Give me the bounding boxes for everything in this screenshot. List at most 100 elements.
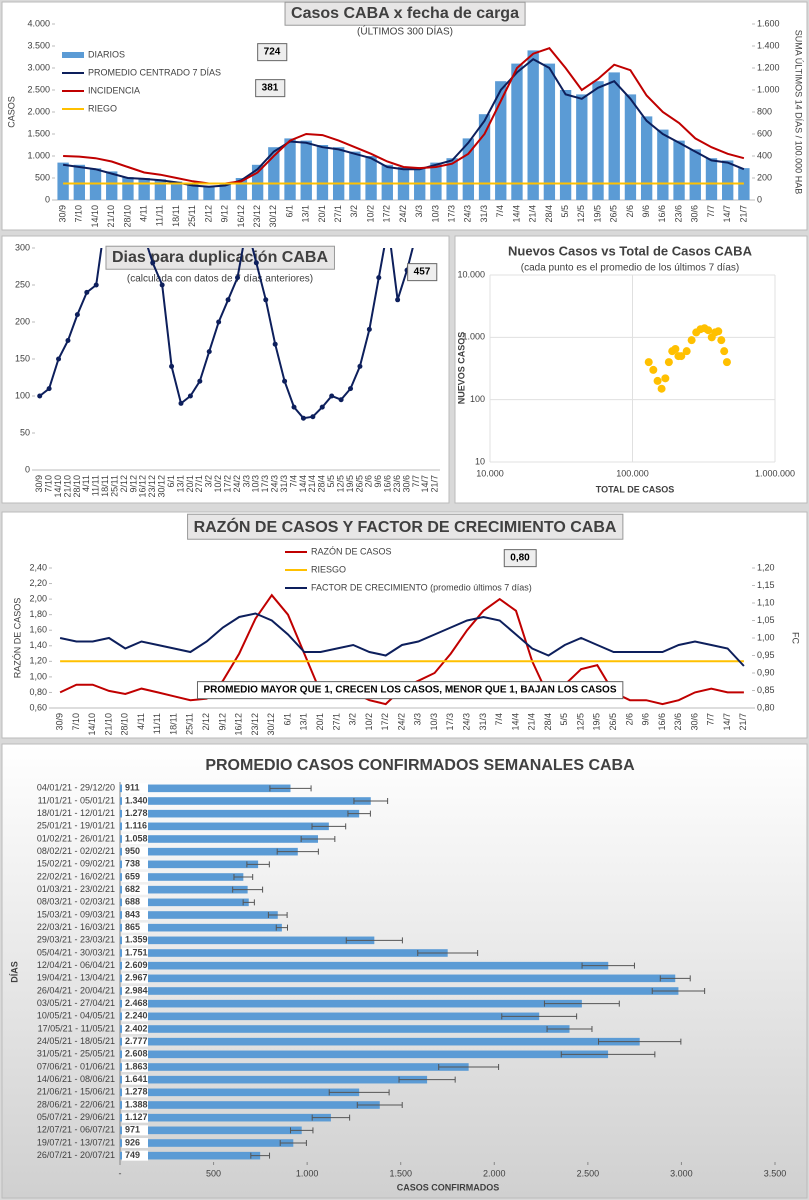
point (649, 365, 658, 374)
x-tick-label: 9/12 (128, 475, 138, 493)
label-box (503, 549, 537, 568)
bar (138, 178, 150, 200)
y2-tick-label: 0,90 (757, 667, 775, 677)
point (150, 260, 156, 266)
y-tick-label: 01/02/21 - 26/01/21 (37, 833, 115, 843)
y-tick-label: 1.500 (27, 128, 50, 138)
x-tick-label: 19/5 (592, 713, 602, 731)
x-tick-label: 5/5 (326, 475, 336, 488)
y2-tick-label: 800 (757, 106, 772, 116)
value-label: 911 (125, 783, 140, 793)
label-box (187, 513, 624, 540)
value-label-bg (122, 922, 148, 933)
value-label-bg (122, 973, 148, 984)
y2-tick-label: 1.200 (757, 62, 780, 72)
point (720, 347, 729, 356)
y2-tick-label: 1.000 (757, 84, 780, 94)
error-bar (289, 1127, 314, 1134)
point (657, 384, 666, 393)
error-bar (581, 962, 635, 969)
point (653, 376, 662, 385)
bar (527, 50, 539, 201)
point (65, 338, 71, 343)
y-tick-label: 10.000 (457, 269, 485, 279)
y2-axis-label: FC (791, 632, 801, 644)
value-label: 865 (125, 922, 140, 932)
y-tick-label: 19/04/21 - 13/04/21 (37, 973, 115, 983)
bar (120, 974, 676, 983)
y-axis-label: NUEVOS CASOS (456, 332, 466, 405)
x-tick-label: 3/3 (413, 713, 423, 726)
x-tick-label: 10/3 (429, 713, 439, 731)
point (348, 386, 354, 392)
x-tick-label: 30/9 (34, 475, 44, 493)
error-bar (269, 785, 312, 792)
x-tick-label: 19/5 (345, 475, 355, 493)
x-tick-label: 23/6 (392, 475, 402, 493)
value-label-bg (122, 834, 148, 844)
x-tick-label: 28/4 (544, 205, 554, 223)
error-bar (267, 912, 288, 918)
y2-tick-label: 200 (757, 172, 772, 182)
bar (543, 63, 556, 200)
chart-subtitle: (ÚLTIMOS 300 DÍAS) (357, 25, 453, 38)
y2-tick-label: 1,15 (757, 580, 775, 590)
x-tick-label: 30/9 (57, 205, 67, 223)
bar (120, 911, 278, 919)
x-tick-label: 7/10 (44, 475, 54, 493)
value-label-bg (122, 1087, 148, 1098)
x-tick-label: 10.000 (476, 468, 504, 478)
x-tick-label: 9/12 (217, 713, 227, 731)
y2-tick-label: 0 (757, 194, 762, 204)
legend-label: PROMEDIO CENTRADO 7 DÍAS (88, 67, 221, 77)
x-tick-label: 6/1 (284, 205, 294, 218)
annotation: PROMEDIO MAYOR QUE 1, CRECEN LOS CASOS, … (203, 685, 616, 696)
value-label-bg (122, 1036, 148, 1047)
x-tick-label: 2.500 (577, 1168, 600, 1178)
legend-label: INCIDENCIA (88, 85, 140, 95)
value-label: 738 (125, 859, 140, 869)
bar (689, 149, 701, 200)
error-bar (651, 988, 706, 994)
y-tick-label: 26/07/21 - 20/07/21 (37, 1150, 115, 1160)
y-tick-label: 1,00 (29, 671, 47, 681)
x-tick-label: 7/4 (495, 205, 505, 218)
y-tick-label: 500 (35, 172, 50, 182)
x-tick-label: 17/2 (380, 713, 390, 731)
y2-tick-label: 1.600 (757, 18, 780, 28)
point (93, 282, 99, 288)
value-label: 2.240 (125, 1011, 148, 1021)
point (187, 393, 193, 399)
value-label-bg (122, 948, 148, 958)
bar (120, 936, 375, 945)
bar (203, 185, 215, 200)
x-tick-label: 21/7 (738, 205, 748, 223)
y-tick-label: 14/06/21 - 08/06/21 (37, 1074, 115, 1084)
x-tick-label: 24/2 (232, 475, 242, 493)
point (235, 275, 240, 281)
x-tick-label: 7/4 (288, 475, 298, 488)
error-bar (275, 924, 288, 931)
chart-subtitle: (cada punto es el promedio de los último… (521, 263, 739, 274)
x-tick-label: 25/11 (109, 475, 119, 497)
bar (608, 72, 620, 200)
y-tick-label: 150 (15, 353, 30, 363)
bar (219, 184, 231, 200)
point (722, 358, 731, 367)
value-label-bg (122, 1074, 148, 1085)
chart-title: Casos CABA x fecha de carga (291, 5, 519, 22)
x-tick-label: 18/11 (171, 205, 181, 227)
y-tick-label: 26/04/21 - 20/04/21 (37, 985, 115, 995)
value-label-bg (122, 1150, 148, 1161)
y-tick-label: 17/05/21 - 11/05/21 (38, 1023, 115, 1033)
y-tick-label: 10 (475, 456, 485, 466)
x-tick-label: 17/3 (445, 713, 455, 731)
y-tick-label: 28/06/21 - 22/06/21 (37, 1099, 115, 1109)
y-tick-label: 03/05/21 - 27/04/21 (37, 998, 115, 1008)
bar (332, 147, 345, 200)
bar (120, 961, 609, 970)
value-label-bg (122, 884, 148, 895)
x-tick-label: 13/1 (301, 205, 311, 223)
error-bar (438, 1064, 500, 1070)
y-tick-label: 25/01/21 - 19/01/21 (37, 821, 115, 831)
